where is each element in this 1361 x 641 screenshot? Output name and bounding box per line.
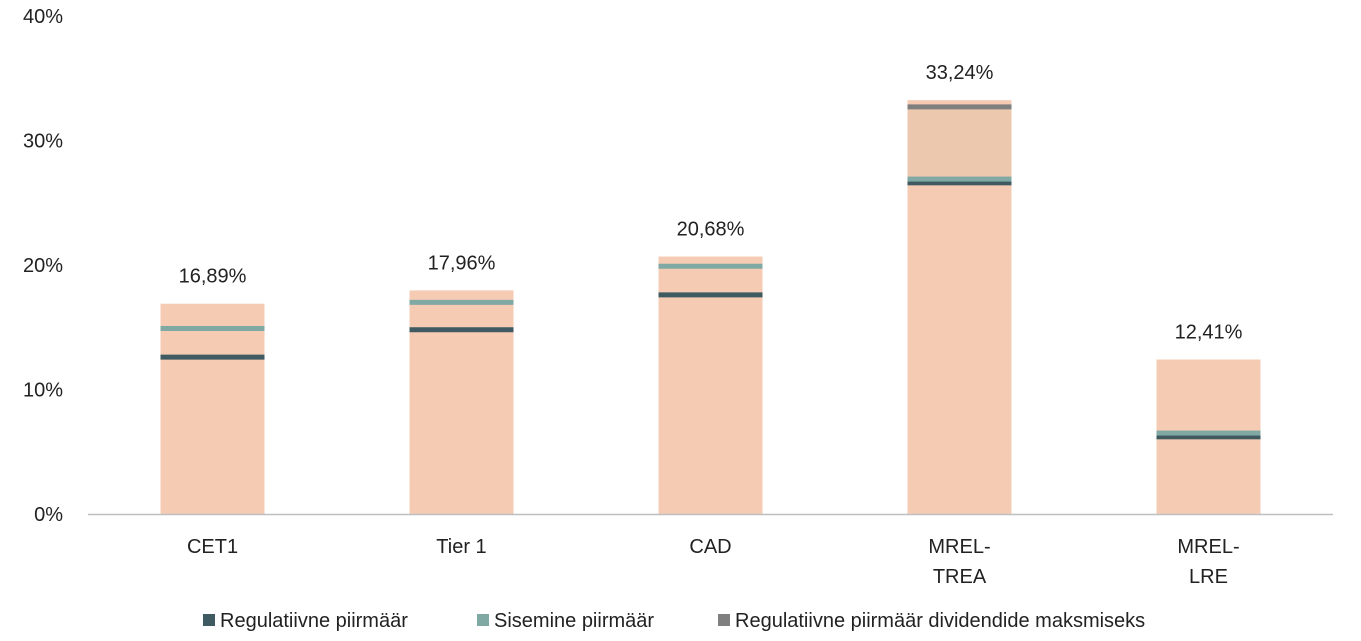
x-category-label: Tier 1 — [436, 536, 486, 558]
value-label: 16,89% — [179, 266, 247, 288]
threshold-marker — [907, 176, 1012, 182]
threshold-marker — [907, 104, 1012, 110]
threshold-marker — [907, 180, 1012, 186]
x-category-label: LRE — [1189, 566, 1228, 588]
threshold-markers — [160, 104, 1261, 440]
legend: Regulatiivne piirmäär Sisemine piirmäär Re… — [203, 610, 1145, 632]
y-tick-label: 0% — [34, 504, 63, 526]
threshold-marker — [658, 263, 763, 269]
bar — [409, 290, 514, 514]
y-axis-tick-labels: 0% 10% 20% 30% 40% — [23, 6, 63, 526]
legend-swatch — [718, 614, 730, 626]
y-tick-label: 30% — [23, 131, 63, 153]
x-category-label: MREL- — [1177, 536, 1239, 558]
bar-highlight-band — [907, 106, 1012, 178]
threshold-marker — [658, 292, 763, 298]
value-label: 12,41% — [1175, 321, 1243, 343]
threshold-marker — [160, 325, 265, 331]
bars — [160, 100, 1261, 515]
legend-label: Sisemine piirmäär — [494, 610, 654, 632]
bar — [658, 256, 763, 514]
x-category-label: CAD — [689, 536, 731, 558]
value-label: 33,24% — [926, 62, 994, 84]
y-tick-label: 10% — [23, 380, 63, 402]
threshold-marker — [1156, 430, 1261, 436]
legend-swatch — [477, 614, 489, 626]
bar — [160, 303, 265, 514]
threshold-marker — [160, 354, 265, 360]
x-category-label: MREL- — [928, 536, 990, 558]
legend-label: Regulatiivne piirmäär — [220, 610, 408, 632]
value-label: 17,96% — [428, 252, 496, 274]
legend-label: Regulatiivne piirmäär dividendide maksmi… — [735, 610, 1145, 632]
x-axis-category-labels: CET1 Tier 1 CAD MREL- TREA MREL- LRE — [187, 536, 1240, 588]
threshold-marker — [409, 327, 514, 333]
x-category-label: TREA — [933, 566, 987, 588]
value-label: 20,68% — [677, 219, 745, 241]
legend-swatch — [203, 614, 215, 626]
value-labels: 16,89% 17,96% 20,68% 33,24% 12,41% — [179, 62, 1243, 343]
y-tick-label: 20% — [23, 255, 63, 277]
y-tick-label: 40% — [23, 6, 63, 28]
threshold-marker — [1156, 434, 1261, 440]
x-category-label: CET1 — [187, 536, 238, 558]
threshold-marker — [409, 299, 514, 305]
